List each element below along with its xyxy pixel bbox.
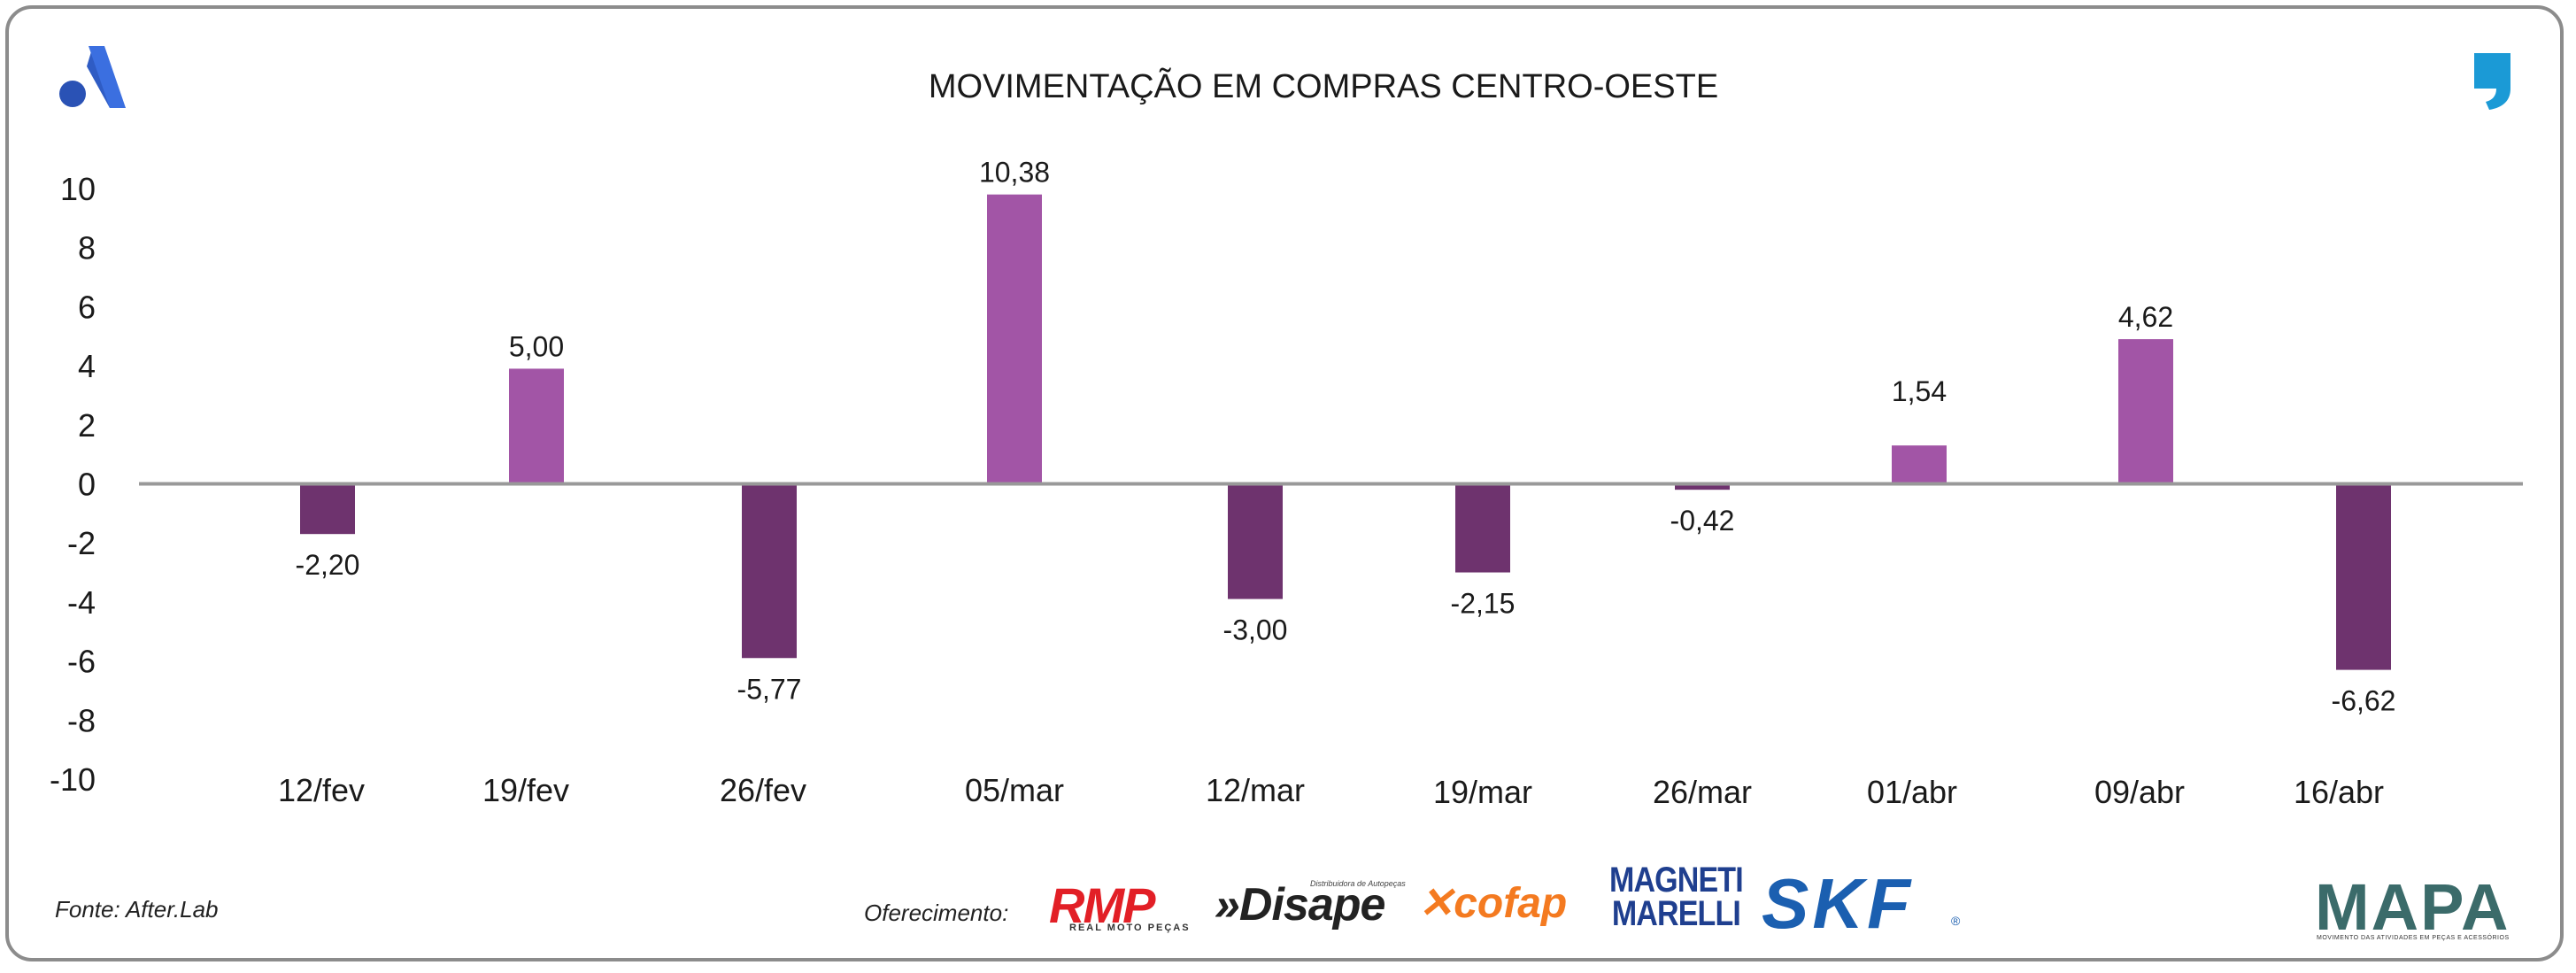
bar-16-abr: [2336, 483, 2391, 670]
brand-a-logo-icon: [59, 46, 126, 108]
x-tick-label: 26/mar: [1653, 774, 1752, 810]
sponsor-label: Oferecimento:: [864, 900, 1009, 926]
y-tick-label: 6: [78, 289, 96, 325]
data-label: -0,42: [1670, 505, 1735, 537]
y-tick-label: 8: [78, 230, 96, 266]
rmp-logo-subtitle: REAL MOTO PEÇAS: [1069, 923, 1191, 933]
chart-title: MOVIMENTAÇÃO EM COMPRAS CENTRO-OESTE: [929, 67, 1718, 105]
cofap-logo-text: cofap: [1454, 880, 1568, 927]
cofap-logo: ✕cofap: [1418, 878, 1567, 928]
data-label: 10,38: [979, 157, 1050, 189]
source-note: Fonte: After.Lab: [55, 896, 219, 923]
data-label: -2,15: [1451, 588, 1516, 620]
y-tick-label: -8: [67, 702, 96, 738]
data-label: -5,77: [737, 673, 802, 705]
x-tick-label: 19/fev: [482, 772, 569, 808]
bar-12-fev: [300, 483, 355, 535]
cofap-x-icon: ✕: [1418, 880, 1454, 927]
y-tick-label: 10: [60, 171, 96, 207]
bar-09-abr: [2118, 339, 2173, 484]
data-label: -6,62: [2332, 685, 2396, 717]
mapa-logo-subtitle: MOVIMENTO DAS ATIVIDADES EM PEÇAS E ACES…: [2317, 935, 2510, 941]
y-tick-label: 4: [78, 348, 96, 384]
x-tick-label: 05/mar: [965, 772, 1064, 808]
x-tick-label: 12/fev: [278, 772, 365, 808]
x-tick-label: 12/mar: [1206, 772, 1305, 808]
bar-05-mar: [987, 194, 1042, 484]
x-tick-label: 19/mar: [1433, 774, 1532, 810]
bar-19-fev: [509, 368, 564, 484]
bar-01-abr: [1892, 445, 1947, 484]
magneti-logo-line2: MARELLI: [1611, 894, 1741, 933]
data-label: 5,00: [509, 330, 564, 362]
y-tick-label: -4: [67, 584, 96, 621]
x-tick-label: 09/abr: [2094, 774, 2185, 810]
skf-logo: SKF: [1762, 864, 1914, 943]
y-tick-label: -2: [67, 525, 96, 561]
magneti-logo-line1: MAGNETI: [1609, 861, 1744, 900]
y-tick-label: -10: [50, 761, 96, 798]
skf-registered-mark: ®: [1951, 914, 1961, 928]
y-tick-label: 0: [78, 467, 96, 503]
disape-logo: »Disape: [1215, 879, 1385, 931]
quote-mark-icon: [2474, 53, 2510, 110]
data-label: -2,20: [296, 549, 360, 581]
data-label: 1,54: [1892, 375, 1947, 407]
bar-12-mar: [1228, 483, 1283, 599]
magneti-marelli-logo: MAGNETI MARELLI: [1609, 861, 1744, 933]
y-tick-label: -6: [67, 644, 96, 680]
disape-logo-subtitle: Distribuidora de Autopeças: [1310, 879, 1406, 888]
bars: [300, 194, 2391, 670]
mapa-logo: MAPA: [2315, 870, 2510, 944]
y-axis: 10 8 6 4 2 0 -2 -4 -6 -8 -10: [50, 171, 96, 798]
bar-26-mar: [1675, 483, 1730, 490]
x-axis: 12/fev 19/fev 26/fev 05/mar 12/mar 19/mar 26/m…: [278, 772, 2384, 810]
x-tick-label: 01/abr: [1867, 774, 1957, 810]
data-label: 4,62: [2118, 301, 2173, 333]
rmp-logo: RMP: [1049, 877, 1155, 933]
y-tick-label: 2: [78, 407, 96, 444]
bar-26-fev: [742, 483, 797, 659]
x-tick-label: 16/abr: [2294, 774, 2384, 810]
data-label: -3,00: [1223, 614, 1288, 646]
data-labels: -2,20 5,00 -5,77 10,38 -3,00 -2,15 -0,42 1,54 4,…: [296, 157, 2396, 717]
x-tick-label: 26/fev: [720, 772, 806, 808]
bar-19-mar: [1455, 483, 1510, 573]
